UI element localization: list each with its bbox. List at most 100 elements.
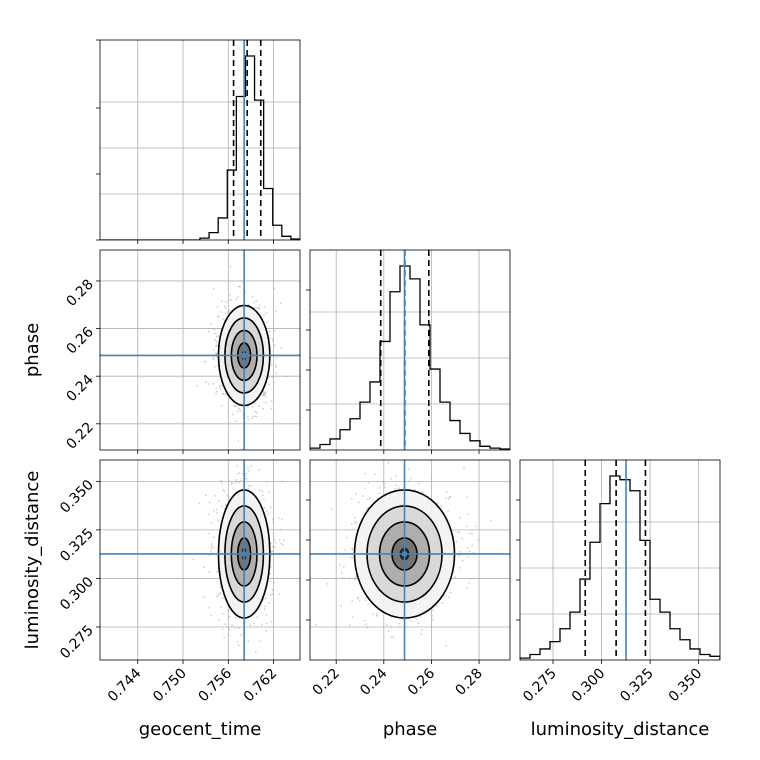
scatter-point — [256, 616, 259, 619]
panel-frame — [519, 459, 721, 661]
scatter-point — [382, 481, 385, 483]
scatter-point — [247, 467, 250, 470]
scatter-point — [448, 496, 451, 499]
scatter-point — [340, 605, 342, 607]
scatter-point — [366, 626, 369, 629]
scatter-point — [226, 494, 229, 496]
scatter-point — [221, 505, 224, 508]
axis-labels: geocent_time phase luminosity_distance p… — [22, 323, 709, 740]
scatter-point — [219, 385, 221, 388]
scatter-point — [354, 521, 356, 524]
scatter-point — [420, 448, 422, 450]
scatter-point — [263, 608, 266, 610]
scatter-point — [280, 542, 283, 545]
scatter-point — [273, 538, 276, 541]
xtick-label-geocent-time-0: 0.744 — [105, 665, 145, 705]
scatter-point — [215, 387, 218, 390]
panel-frame — [99, 459, 301, 661]
scatter-point — [390, 636, 393, 639]
xtick-label-luminosity-distance-2: 0.325 — [617, 666, 657, 706]
scatter-point — [215, 340, 218, 343]
scatter-point — [273, 287, 276, 290]
scatter-point — [196, 384, 199, 387]
scatter-point — [223, 637, 226, 639]
scatter-point — [215, 335, 218, 338]
panel-frame — [99, 39, 301, 241]
scatter-point — [418, 482, 420, 485]
scatter-point — [227, 634, 230, 636]
scatter-point — [342, 566, 345, 568]
scatter-point — [245, 474, 247, 477]
scatter-point — [467, 513, 470, 515]
scatter-point — [383, 483, 386, 485]
scatter-point — [217, 335, 220, 338]
scatter-point — [398, 626, 401, 629]
scatter-point — [227, 411, 230, 414]
scatter-point — [417, 622, 419, 624]
scatter-point — [238, 285, 240, 288]
histogram-geocent-time — [100, 55, 300, 240]
scatter-point — [352, 673, 354, 675]
scatter-point — [354, 516, 356, 519]
scatter-point — [269, 580, 271, 583]
scatter-point — [262, 395, 265, 397]
scatter-point — [273, 344, 276, 347]
scatter-point — [228, 480, 231, 482]
scatter-point — [216, 512, 219, 514]
scatter-point — [248, 487, 250, 490]
scatter-point — [220, 300, 223, 302]
scatter-point — [229, 294, 232, 296]
scatter-point — [237, 447, 239, 449]
scatter-point — [258, 404, 261, 407]
scatter-point — [368, 497, 371, 500]
panel-phase-vs-phase — [306, 249, 511, 454]
scatter-point — [389, 625, 392, 628]
xtick-label-luminosity-distance-1: 0.300 — [569, 666, 609, 706]
scatter-point — [340, 571, 343, 574]
scatter-point — [461, 537, 463, 540]
scatter-point — [466, 546, 469, 549]
scatter-point — [436, 605, 439, 607]
scatter-point — [213, 358, 215, 360]
scatter-point — [240, 634, 242, 636]
scatter-point — [431, 618, 434, 621]
scatter-point — [280, 518, 283, 520]
scatter-point — [226, 454, 228, 456]
scatter-point — [415, 617, 418, 620]
scatter-point — [430, 478, 433, 481]
scatter-point — [254, 306, 257, 309]
scatter-point — [348, 577, 351, 580]
scatter-point — [248, 303, 250, 306]
scatter-point — [270, 565, 272, 568]
scatter-point — [234, 482, 237, 484]
scatter-point — [254, 402, 257, 405]
scatter-point — [207, 532, 210, 535]
scatter-point — [420, 451, 422, 453]
scatter-point — [247, 639, 250, 642]
scatter-point — [349, 556, 351, 558]
scatter-point — [237, 440, 240, 443]
scatter-point — [275, 310, 278, 313]
scatter-point — [285, 375, 288, 378]
scatter-point — [367, 481, 370, 484]
scatter-point — [245, 472, 248, 475]
ytick-label-luminosity-distance-1: 0.300 — [57, 574, 97, 614]
scatter-point — [213, 328, 216, 331]
scatter-point — [351, 497, 353, 500]
scatter-point — [213, 546, 215, 549]
scatter-point — [219, 592, 222, 595]
scatter-point — [281, 480, 284, 483]
scatter-point — [251, 416, 254, 418]
scatter-point — [367, 603, 370, 605]
scatter-point — [235, 298, 237, 301]
xtick-label-luminosity-distance-3: 0.350 — [666, 666, 706, 706]
scatter-point — [240, 279, 243, 282]
scatter-point — [466, 555, 469, 558]
scatter-point — [273, 581, 275, 584]
scatter-point — [251, 295, 254, 298]
scatter-point — [274, 366, 277, 369]
xlabel-phase: phase — [383, 719, 437, 740]
histogram-phase — [310, 265, 510, 450]
scatter-point — [275, 364, 277, 367]
scatter-point — [459, 516, 461, 519]
